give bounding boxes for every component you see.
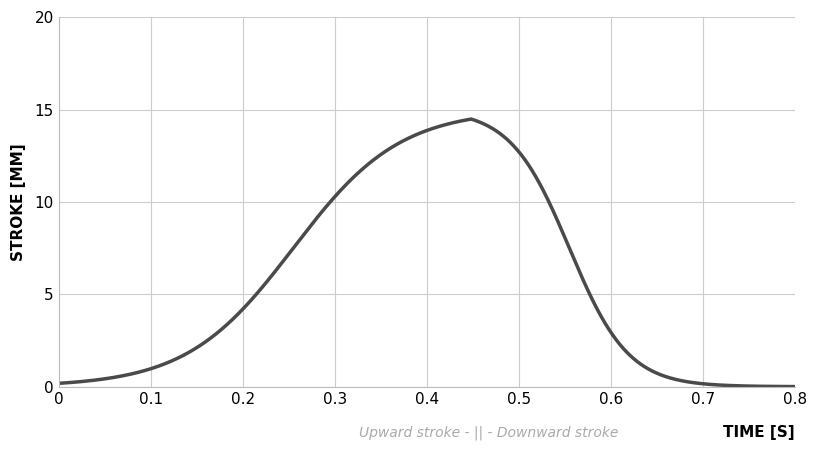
Text: TIME [S]: TIME [S] [723,425,795,440]
Y-axis label: STROKE [MM]: STROKE [MM] [11,143,26,261]
Text: Upward stroke - || - Downward stroke: Upward stroke - || - Downward stroke [359,425,618,440]
